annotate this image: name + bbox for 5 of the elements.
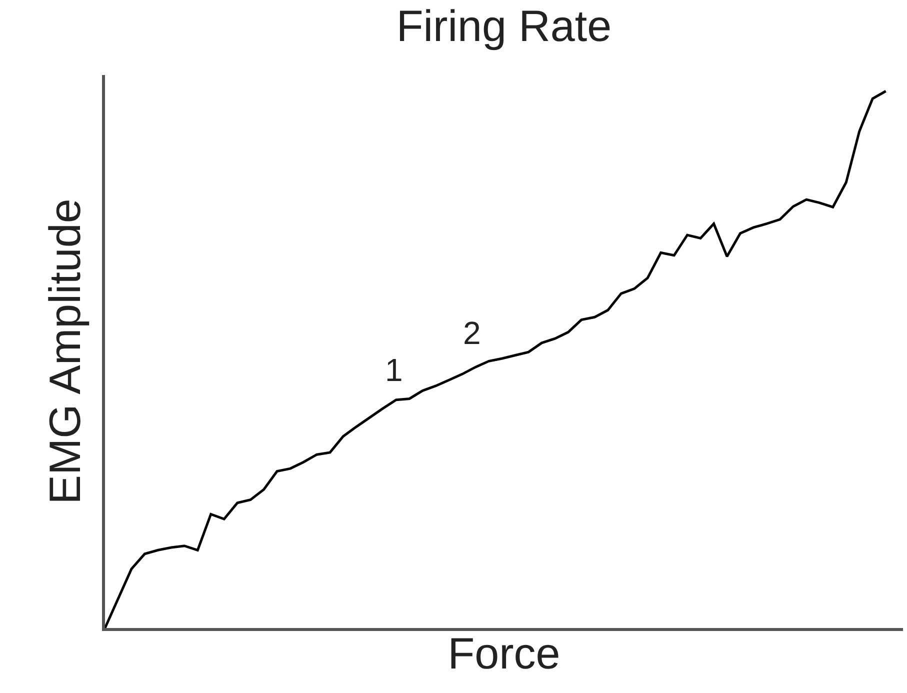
annotation: 1 bbox=[385, 352, 403, 388]
y-axis-title: EMG Amplitude bbox=[41, 198, 90, 504]
chart-title: Firing Rate bbox=[396, 2, 612, 52]
x-axis-title: Force bbox=[448, 629, 560, 678]
annotation: 2 bbox=[463, 315, 481, 351]
